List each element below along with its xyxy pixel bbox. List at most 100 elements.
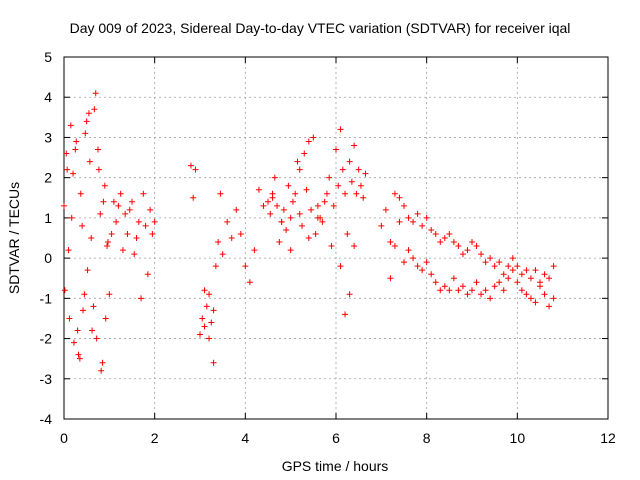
x-tick-label: 8 [423,430,431,446]
data-point [294,158,301,165]
data-point [314,202,321,209]
y-axis-label: SDTVAR / TECUs [6,182,22,294]
data-point [102,315,109,322]
data-point [464,291,471,298]
data-point [206,335,213,342]
data-point [303,186,310,193]
data-point [405,247,412,254]
data-point [346,291,353,298]
data-point [321,198,328,205]
data-point [410,255,417,262]
data-point [312,230,319,237]
data-point [117,190,124,197]
data-point [455,287,462,294]
data-point [199,315,206,322]
data-point [285,182,292,189]
data-point [101,182,108,189]
y-tick-labels: -4 -3 -2 -1 0 1 2 3 4 5 [40,49,53,427]
data-point [72,146,79,153]
data-point [190,194,197,201]
data-point [119,247,126,254]
data-point [469,239,475,246]
data-point [95,166,102,173]
data-point [278,218,285,225]
data-point [113,218,120,225]
data-point [518,271,525,278]
data-point [192,166,199,173]
data-point [514,263,521,270]
data-point [233,206,240,213]
data-point [64,166,71,173]
data-point [67,122,74,129]
data-point [330,202,337,209]
data-point [108,230,115,237]
data-point [70,339,77,346]
data-point [414,210,421,217]
data-point [382,206,389,213]
data-point [337,126,344,133]
data-point [219,251,226,258]
data-point [280,206,287,213]
data-point [500,271,507,278]
data-point [208,319,215,326]
data-point [138,295,145,302]
y-tick-label: 4 [44,89,52,105]
data-point [328,243,335,250]
data-point [550,295,557,302]
data-point [203,303,210,310]
data-point [73,138,80,145]
data-point [541,271,548,278]
data-point [527,295,534,302]
data-point [106,291,113,298]
data-point [355,166,362,173]
data-point [428,226,435,233]
data-point [419,222,426,229]
data-point [271,174,278,181]
data-point [215,239,222,246]
data-point [446,287,453,294]
data-point [387,275,394,282]
chart-title: Day 009 of 2023, Sidereal Day-to-day VTE… [70,20,571,36]
data-point [487,255,494,262]
data-point [410,218,417,225]
data-point [473,279,480,286]
data-point [360,194,367,201]
data-point [346,158,353,165]
data-point [84,267,91,274]
data-point [110,198,117,205]
data-point [122,210,129,217]
data-point [357,182,364,189]
data-point [90,303,97,310]
data-point [423,214,430,221]
data-point [299,222,305,229]
data-point [100,198,107,205]
data-point [276,239,283,246]
data-point [144,271,151,278]
data-point [77,190,84,197]
data-point [509,255,516,262]
data-point [287,214,294,221]
data-point [147,206,154,213]
data-point [396,218,403,225]
data-point [432,230,439,237]
data-point [491,263,498,270]
data-point [464,247,471,254]
data-point [61,202,67,209]
data-point [505,263,512,270]
data-point [269,190,276,197]
data-point [523,267,530,274]
data-point [437,287,444,294]
data-point [82,130,89,137]
data-point [455,243,462,250]
data-point [212,263,219,270]
data-point [391,190,398,197]
data-point [98,367,105,374]
data-point [459,283,466,290]
data-point [378,222,385,229]
data-point [83,118,90,125]
data-point [274,202,281,209]
data-point [351,142,358,149]
data-point [414,263,421,270]
data-point [296,210,303,217]
